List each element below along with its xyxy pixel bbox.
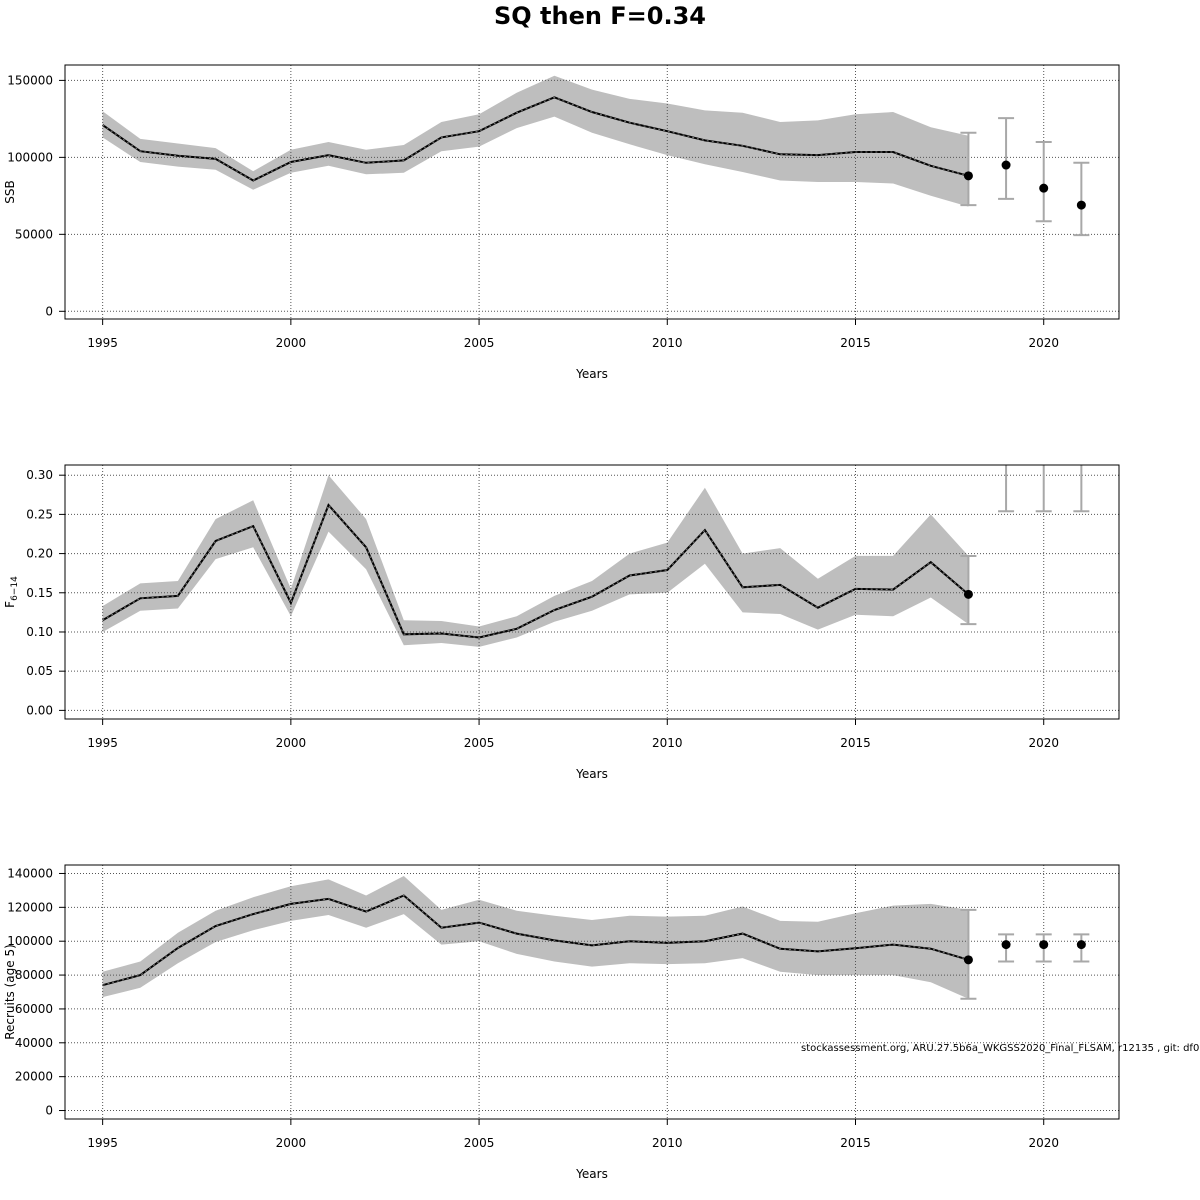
- footnote: stockassessment.org, ARU.27.5b6a_WKGSS20…: [801, 1043, 1200, 1054]
- y-axis-title: F6−14: [3, 576, 20, 608]
- x-tick-label: 1995: [87, 336, 118, 350]
- x-tick-label: 2005: [464, 736, 495, 750]
- forecast-point: [1002, 439, 1011, 448]
- ssb-panel: 1995 2000 2005 2010 2015 2020 0 50000 100000 1500…: [3, 64, 1120, 381]
- estimate-line-dashes: [102, 504, 969, 639]
- plot-frame: [64, 464, 1120, 720]
- y-tick-label: 0.15: [26, 586, 53, 600]
- y-tick-label: 0.00: [26, 703, 53, 717]
- y-tick-label: 0: [45, 304, 53, 318]
- y-tick-label: 60000: [15, 1002, 53, 1016]
- chart-title: SQ then F=0.34: [494, 2, 706, 30]
- forecast-point: [963, 589, 973, 599]
- y-tick-label: 150000: [7, 73, 53, 87]
- forecast-point: [963, 955, 973, 965]
- x-tick-label: 2005: [464, 1136, 495, 1150]
- x-tick-label: 2010: [652, 1136, 683, 1150]
- plot-frame: [64, 64, 1120, 320]
- x-tick-label: 2000: [276, 1136, 307, 1150]
- y-axis-title-subscript: 6−14: [10, 576, 20, 601]
- forecast-point: [1039, 439, 1048, 448]
- x-tick-label: 2005: [464, 336, 495, 350]
- x-tick-label: 1995: [87, 1136, 118, 1150]
- x-tick-label: 2010: [652, 336, 683, 350]
- x-tick-label: 2015: [840, 336, 871, 350]
- forecast-point: [1077, 439, 1086, 448]
- y-axis-title: Recruits (age 5): [3, 944, 17, 1040]
- estimate-line-dashes: [102, 96, 969, 182]
- estimate-line-dashes: [102, 894, 969, 986]
- x-axis-title: Years: [575, 767, 608, 781]
- forecast-point: [1076, 200, 1086, 210]
- y-tick-label: 0.05: [26, 664, 53, 678]
- y-axis-title: SSB: [3, 180, 17, 203]
- y-tick-label: 0.10: [26, 625, 53, 639]
- confidence-band: [102, 75, 969, 207]
- y-tick-label: 50000: [15, 227, 53, 241]
- y-tick-label: 20000: [15, 1070, 53, 1084]
- plot-frame: [64, 864, 1120, 1120]
- confidence-band: [102, 475, 969, 647]
- y-tick-label: 100000: [7, 150, 53, 164]
- y-tick-label: 0.20: [26, 547, 53, 561]
- y-tick-label: 120000: [7, 900, 53, 914]
- forecast-point: [1001, 160, 1011, 170]
- forecast-point: [963, 171, 973, 181]
- forecast-point: [1039, 183, 1049, 193]
- x-tick-label: 2015: [840, 736, 871, 750]
- fbar-panel: 1995 2000 2005 2010 2015 2020 0.00 0.05 0.10 0.15…: [3, 439, 1120, 781]
- x-tick-label: 2020: [1028, 736, 1059, 750]
- plot-area: [65, 65, 1119, 319]
- y-tick-label: 0: [45, 1104, 53, 1118]
- x-axis-title: Years: [575, 367, 608, 381]
- y-tick-label: 0.25: [26, 507, 53, 521]
- x-axis-title: Years: [575, 1167, 608, 1181]
- x-tick-label: 2020: [1028, 1136, 1059, 1150]
- y-tick-label: 80000: [15, 968, 53, 982]
- plot-area: [65, 865, 1119, 1119]
- recruits-panel: 1995 2000 2005 2010 2015 2020 0 20000 40000 60000…: [3, 864, 1120, 1181]
- x-tick-label: 2010: [652, 736, 683, 750]
- x-tick-label: 1995: [87, 736, 118, 750]
- plot-area: [65, 439, 1119, 719]
- y-tick-label: 0.30: [26, 468, 53, 482]
- y-tick-label: 100000: [7, 934, 53, 948]
- forecast-point: [1001, 940, 1011, 950]
- y-tick-label: 140000: [7, 866, 53, 880]
- y-tick-label: 40000: [15, 1036, 53, 1050]
- x-tick-label: 2000: [276, 736, 307, 750]
- forecast-point: [1039, 940, 1049, 950]
- forecast-point: [1076, 940, 1086, 950]
- x-tick-label: 2015: [840, 1136, 871, 1150]
- x-tick-label: 2020: [1028, 336, 1059, 350]
- x-tick-label: 2000: [276, 336, 307, 350]
